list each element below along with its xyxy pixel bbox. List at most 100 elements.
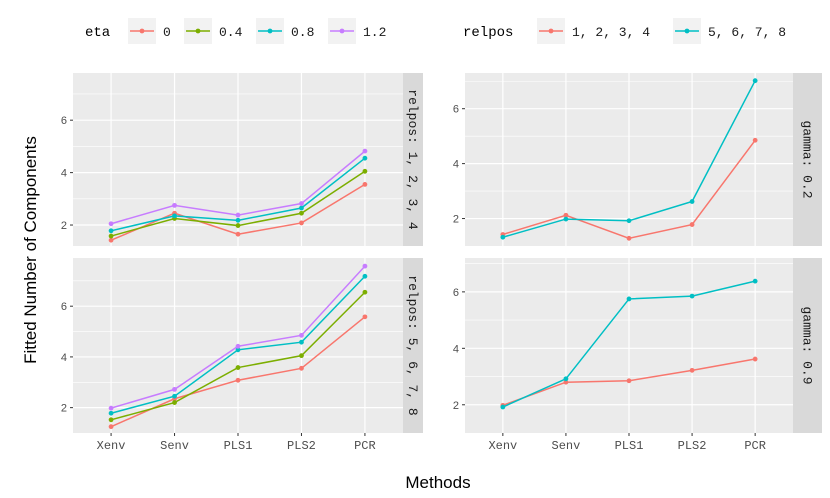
data-point [500,404,506,410]
y-tick-label: 2 [453,400,459,412]
data-point [362,168,368,174]
x-tick-label: Senv [160,439,189,453]
panel-grid: 2 4 6 relpos: 1, 2, 3, 4 2 4 6 Xenv Senv PLS1 PLS2… [61,73,822,453]
x-tick-label: PLS1 [615,439,644,453]
data-point [752,78,758,84]
legend-item: 0.8 [256,18,314,44]
data-point [108,233,114,239]
series-5-6-7-8 [500,278,758,410]
data-point [563,216,569,222]
data-point [626,378,632,384]
data-point [362,182,368,187]
data-point [172,213,177,219]
data-point [563,212,569,218]
data-point [299,205,304,211]
legend-key-point [195,28,201,34]
series-1-2 [108,263,368,411]
y-tick-label: 2 [61,403,67,415]
data-point [752,278,758,284]
data-point [235,377,241,383]
data-point [172,393,177,399]
legend-item-label: 0.4 [219,25,243,40]
facet-strip-label: relpos: 5, 6, 7, 8 [405,275,420,415]
data-point [172,386,177,392]
y-axis-title: Fitted Number of Components [21,136,40,364]
data-point [689,222,695,227]
facet-strip-label: relpos: 1, 2, 3, 4 [405,89,420,230]
data-point [362,314,368,320]
data-point [626,235,632,241]
data-point [172,400,177,405]
facet-strip-label: gamma: 0.2 [800,120,815,198]
series-0-4 [108,289,368,423]
legend-item: 0.4 [184,18,243,44]
y-tick-label: 2 [61,220,67,232]
data-point [108,424,114,430]
data-point [563,379,569,385]
series-0-8 [108,155,368,234]
x-tick-label: PCR [744,439,766,453]
data-point [235,212,241,218]
x-axis-title: Methods [405,473,470,492]
legend-key-point [548,28,554,34]
data-point [362,273,368,279]
data-point [235,217,241,223]
data-point [108,410,114,416]
data-point [108,228,114,234]
data-point [626,296,632,302]
data-point [235,347,241,353]
x-tick-label: Xenv [488,439,517,453]
data-point [172,202,177,208]
legend-title-eta: eta [85,25,110,41]
data-point [362,148,368,154]
data-point [108,221,114,227]
y-tick-label: 4 [453,343,459,355]
data-point [108,417,114,423]
x-tick-label: PCR [354,439,376,453]
facet-strip-label: gamma: 0.9 [800,306,815,384]
legend-key-point [684,28,690,34]
data-point [362,289,368,295]
data-point [299,365,304,371]
y-tick-label: 6 [61,115,67,127]
data-point [299,210,304,216]
y-tick-label: 4 [61,352,67,364]
y-tick-label: 6 [61,301,67,313]
series-5-6-7-8 [500,78,758,240]
data-point [299,220,304,226]
y-tick-label: 6 [453,287,459,299]
legend-item: 1.2 [328,18,386,44]
facet-panel-right-bottom: 2 4 6 Xenv Senv PLS1 PLS2 PCR gamma: 0.9 [453,258,822,453]
x-tick-label: PLS2 [678,439,707,453]
legend-title-relpos: relpos [463,25,513,41]
x-tick-label: PLS1 [224,439,253,453]
y-tick-label: 2 [453,214,459,226]
x-tick-label: Senv [552,439,581,453]
legend-item-label: 1.2 [363,25,386,40]
legend-item-label: 0 [163,25,171,40]
data-point [626,218,632,224]
legend-eta: eta 0 0.4 0.8 1.2 [85,18,386,44]
legend-item-label: 1, 2, 3, 4 [572,25,650,40]
data-point [299,353,304,359]
legend-key-point [139,28,145,34]
series-1-2-3-4 [500,356,758,408]
legend-item: 0 [128,18,171,44]
data-point [362,155,368,161]
data-point [108,237,114,243]
data-point [299,201,304,206]
facet-panel-left-top: 2 4 6 relpos: 1, 2, 3, 4 [61,73,423,246]
data-point [299,339,304,345]
legend-item: 5, 6, 7, 8 [673,18,786,44]
legend-key-point [267,28,273,34]
facet-strip [793,73,822,246]
data-point [689,367,695,373]
legend-item-label: 5, 6, 7, 8 [708,25,786,40]
data-point [362,263,368,269]
data-point [108,405,114,411]
facet-panel-left-bottom: 2 4 6 Xenv Senv PLS1 PLS2 PCR relpos: 5, 6, 7, 8 [61,258,423,453]
facet-strip [403,258,423,433]
data-point [235,343,241,349]
data-point [235,365,241,370]
